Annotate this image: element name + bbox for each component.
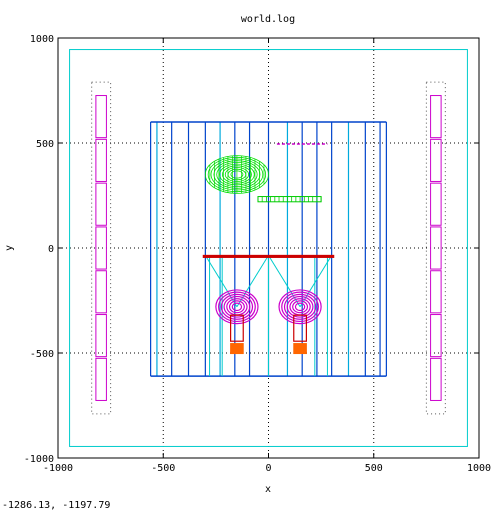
left-column-segment bbox=[95, 226, 107, 270]
left-column-segment bbox=[95, 182, 107, 226]
right-lens-ring bbox=[286, 295, 314, 318]
left-lens-ring bbox=[223, 295, 251, 318]
right-column-segment bbox=[430, 357, 442, 401]
x-tick-label: 0 bbox=[265, 463, 271, 474]
right-column-segment bbox=[430, 182, 442, 226]
left-column-segment bbox=[95, 270, 107, 314]
support-strut bbox=[204, 255, 238, 308]
y-tick-label: 0 bbox=[48, 244, 54, 255]
right-target bbox=[293, 343, 307, 355]
right-column-segment bbox=[430, 95, 442, 139]
left-lens-base bbox=[230, 314, 244, 342]
left-lens-ring bbox=[220, 293, 254, 320]
detector-geometry bbox=[69, 49, 468, 447]
left-column-segment bbox=[95, 357, 107, 401]
y-tick-label: -500 bbox=[30, 349, 54, 360]
right-lens-ring bbox=[281, 291, 319, 323]
left-column-envelope bbox=[91, 81, 112, 415]
support-strut bbox=[236, 255, 269, 308]
axis-ticks: -1000 -500 0 500 1000 -1000 -500 0 500 1000 bbox=[24, 34, 491, 474]
right-column-envelope bbox=[425, 81, 446, 415]
support-strut bbox=[299, 255, 333, 308]
left-column-segment bbox=[95, 138, 107, 182]
right-lens-base bbox=[293, 314, 307, 342]
support-strut bbox=[268, 255, 301, 308]
left-column-segment bbox=[95, 314, 107, 358]
right-column-segment bbox=[430, 138, 442, 182]
right-lens-ring bbox=[292, 300, 309, 314]
y-tick-label: -1000 bbox=[24, 454, 54, 465]
x-axis-label: x bbox=[265, 484, 271, 495]
right-lens-ring bbox=[294, 302, 306, 312]
plate bbox=[202, 254, 335, 258]
right-column-segment bbox=[430, 226, 442, 270]
right-lens-ring bbox=[283, 293, 317, 320]
tracker-strip bbox=[257, 196, 322, 203]
chart-title: world.log bbox=[241, 14, 295, 25]
right-lens-ring bbox=[278, 289, 322, 325]
right-column-segment bbox=[430, 270, 442, 314]
x-tick-label: -500 bbox=[151, 463, 175, 474]
left-lens-ring bbox=[231, 302, 243, 312]
left-target bbox=[230, 343, 244, 355]
left-lens-ring bbox=[228, 300, 245, 314]
x-tick-label: -1000 bbox=[43, 463, 73, 474]
left-lens-ring bbox=[215, 289, 259, 325]
y-tick-label: 1000 bbox=[30, 34, 54, 45]
y-axis-label: y bbox=[4, 245, 15, 251]
cursor-coordinates: -1286.13, -1197.79 bbox=[2, 500, 111, 511]
right-column-segment bbox=[430, 314, 442, 358]
x-tick-label: 1000 bbox=[467, 463, 491, 474]
outer-volume bbox=[69, 49, 468, 447]
left-column-segment bbox=[95, 95, 107, 139]
x-tick-label: 500 bbox=[365, 463, 383, 474]
y-tick-label: 500 bbox=[36, 139, 54, 150]
world-log-plot[interactable]: world.log -1000 -500 0 500 1000 -1000 -500 0 500… bbox=[0, 0, 500, 500]
left-lens-ring bbox=[218, 291, 256, 323]
